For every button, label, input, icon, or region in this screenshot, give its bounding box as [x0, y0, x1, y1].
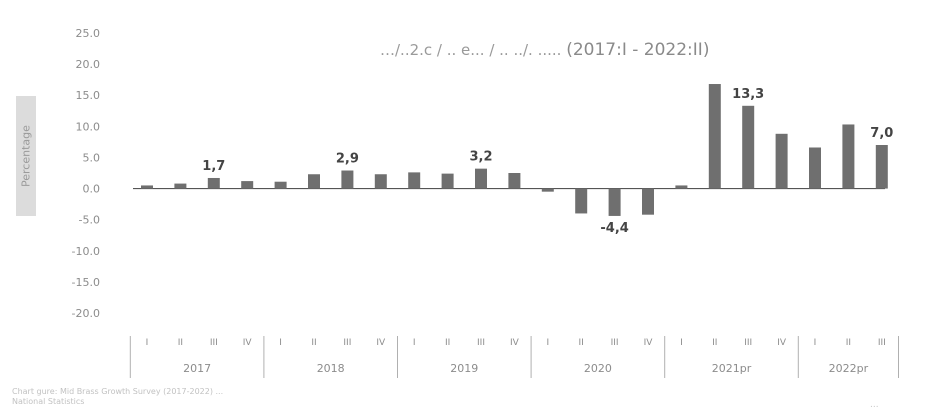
x-quarter-label: II [178, 338, 183, 348]
data-label: -4,4 [600, 221, 628, 236]
data-label: 13,3 [732, 87, 764, 102]
bar [141, 185, 153, 189]
x-quarter-label: II [846, 338, 851, 348]
bar [341, 170, 354, 189]
data-label: 3,2 [469, 150, 492, 165]
y-tick-label: -5.0 [79, 214, 100, 227]
x-year-label: 2020 [584, 362, 612, 375]
data-label: 7,0 [870, 126, 893, 141]
x-quarter-label: III [477, 338, 485, 348]
y-tick-label: 0.0 [83, 183, 101, 196]
bar [508, 173, 521, 189]
bar [742, 105, 755, 189]
y-tick-label: -20.0 [72, 307, 100, 320]
y-axis-tick-labels: 25.0 20.0 15.0 10.0 5.0 0.0 -5.0 -10.0 -15.0 -20.… [72, 27, 100, 320]
x-quarter-label: II [311, 338, 316, 348]
footer-right-text: ... [870, 400, 879, 410]
bar-series [141, 84, 888, 216]
x-quarter-label: III [210, 338, 218, 348]
bar [274, 181, 287, 189]
x-year-label: 2021pr [712, 362, 752, 375]
y-tick-label: 15.0 [76, 89, 101, 102]
y-tick-label: -10.0 [72, 245, 100, 258]
bar [608, 188, 621, 216]
x-quarter-label: IV [376, 338, 386, 348]
x-quarter-label: II [712, 338, 717, 348]
x-quarter-label: IV [777, 338, 787, 348]
x-quarter-label: I [680, 338, 683, 348]
x-quarter-label: I [413, 338, 416, 348]
bar [374, 174, 387, 189]
bar [541, 188, 554, 192]
x-year-label: 2018 [317, 362, 345, 375]
bar [241, 181, 254, 189]
y-tick-label: 10.0 [76, 120, 101, 133]
bar [675, 185, 688, 189]
x-quarter-label: II [579, 338, 584, 348]
bar [809, 147, 821, 189]
bar [875, 145, 888, 189]
x-quarter-label: III [611, 338, 619, 348]
x-quarter-label: I [279, 338, 282, 348]
bar [475, 168, 487, 189]
y-tick-label: 25.0 [76, 27, 101, 40]
y-tick-label: 20.0 [76, 58, 101, 71]
source-line-2: National Statistics [12, 397, 85, 406]
chart-title-dates: (2017:I - 2022:II) [566, 40, 710, 60]
x-year-label: 2019 [450, 362, 478, 375]
bar [775, 133, 788, 189]
data-labels: 1,7 2,9 3,2 -4,4 13,3 7,0 [202, 87, 893, 236]
y-tick-label: 5.0 [83, 151, 101, 164]
bar [207, 177, 220, 189]
bar [174, 183, 187, 189]
bar [441, 173, 454, 189]
x-quarter-label: III [744, 338, 752, 348]
x-axis-quarter-labels: I II III IV I II III IV I II III IV I II III IV I II III IV… [146, 338, 886, 348]
x-quarter-label: IV [644, 338, 654, 348]
source-line-1: Chart gure: Mid Brass Growth Survey (201… [12, 387, 224, 396]
data-label: 1,7 [202, 159, 225, 174]
x-quarter-label: I [146, 338, 149, 348]
bar [408, 172, 421, 189]
bar [708, 84, 721, 189]
x-quarter-label: I [546, 338, 549, 348]
x-quarter-label: I [814, 338, 817, 348]
bar [308, 174, 320, 189]
y-tick-label: -15.0 [72, 276, 100, 289]
chart-title-prefix: …/..2.c / .. e... / .. ../. ..... [380, 41, 562, 59]
bar [575, 188, 588, 214]
bar [842, 124, 855, 189]
x-quarter-label: III [343, 338, 351, 348]
y-axis-label: Percentage [16, 96, 36, 216]
x-year-label: 2022pr [829, 362, 869, 375]
x-quarter-label: III [878, 338, 886, 348]
source-note: Chart gure: Mid Brass Growth Survey (201… [12, 387, 452, 407]
data-label: 2,9 [336, 152, 359, 167]
chart-title: …/..2.c / .. e... / .. ../. ..... (2017:… [380, 40, 940, 60]
x-year-label: 2017 [183, 362, 211, 375]
x-quarter-label: II [445, 338, 450, 348]
x-quarter-label: IV [510, 338, 520, 348]
x-axis-year-labels: 2017 2018 2019 2020 2021pr 2022pr [129, 336, 899, 378]
x-quarter-label: IV [243, 338, 253, 348]
bar [642, 188, 654, 215]
